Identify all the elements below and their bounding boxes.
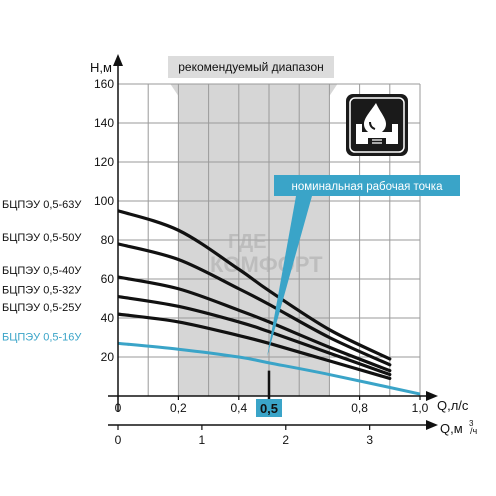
watermark-line1: ГДЕ [228, 231, 266, 253]
x-tick-label: 0 [115, 401, 122, 415]
watermark: ГДЕ КОМФОРТ [210, 231, 323, 277]
y-axis-label: H,м [90, 60, 112, 75]
axes [108, 54, 438, 430]
nominal-callout-label: номинальная рабочая точка [292, 181, 444, 193]
series-line [118, 209, 392, 361]
y-tick-label: 160 [94, 77, 114, 91]
x-tick-label: 1,0 [412, 401, 429, 415]
series-name-label: БЦПЭУ 0,5-32У [2, 285, 82, 297]
series-line [118, 242, 392, 367]
y-tick-label: 20 [101, 350, 115, 364]
x2-axis-label-sup: 3 [469, 419, 474, 428]
pump-water-icon [346, 94, 408, 156]
svg-text:Q,м: Q,м [440, 421, 463, 436]
nominal-tick-highlight [256, 399, 282, 417]
curves [118, 209, 420, 396]
x-tick-label: 0,8 [351, 401, 368, 415]
watermark-line2: КОМФОРТ [210, 252, 323, 277]
x-axis-arrow [426, 391, 438, 401]
x-axis-label: Q,л/с [437, 398, 469, 413]
y-tick-label: 60 [101, 272, 115, 286]
series-line [118, 341, 420, 396]
x2-tick-label: 2 [282, 433, 289, 447]
x2-axis-label: Q,м 3 /ч [440, 419, 478, 436]
y-tick-label: 80 [101, 233, 115, 247]
y-tick-label: 120 [94, 155, 114, 169]
nominal-callout-box [274, 175, 460, 196]
series-name-label: БЦПЭУ 0,5-50У [2, 232, 82, 244]
x-tick-label: 0,2 [170, 401, 187, 415]
legend-labels: БЦПЭУ 0,5-63У БЦПЭУ 0,5-50У БЦПЭУ 0,5-40У Б… [2, 199, 82, 344]
x2-tick-label: 0 [115, 433, 122, 447]
x2-tick-label: 3 [366, 433, 373, 447]
nominal-callout-pointer [267, 196, 312, 357]
x2-axis-arrow [426, 420, 438, 430]
series-name-label: БЦПЭУ 0,5-63У [2, 199, 82, 211]
series-name-label: БЦПЭУ 0,5-25У [2, 302, 82, 314]
x2-axis-label-suffix: /ч [470, 426, 478, 436]
range-label: рекомендуемый диапазон [178, 60, 324, 74]
y-tick-label: 140 [94, 116, 114, 130]
series-name-label: БЦПЭУ 0,5-16У [2, 331, 82, 343]
series-line [118, 294, 392, 377]
range-label-box: рекомендуемый диапазон [168, 56, 334, 78]
y-tick-label: 100 [94, 194, 114, 208]
x2-tick-label: 1 [199, 433, 206, 447]
x2-axis-label-prefix: Q,м [440, 421, 463, 436]
y-tick-label: 40 [101, 311, 115, 325]
series-line [118, 275, 392, 373]
x-tick-label-nominal: 0,5 [260, 401, 278, 416]
ticks: 20 40 60 80 100 120 140 160 0 0,2 0,4 0,5 0,8 1,0 0 1 2 3 [94, 77, 429, 447]
y-axis-arrow [113, 54, 123, 66]
series-line [118, 312, 392, 381]
series-name-label: БЦПЭУ 0,5-40У [2, 265, 82, 277]
x-tick-label: 0,4 [230, 401, 247, 415]
